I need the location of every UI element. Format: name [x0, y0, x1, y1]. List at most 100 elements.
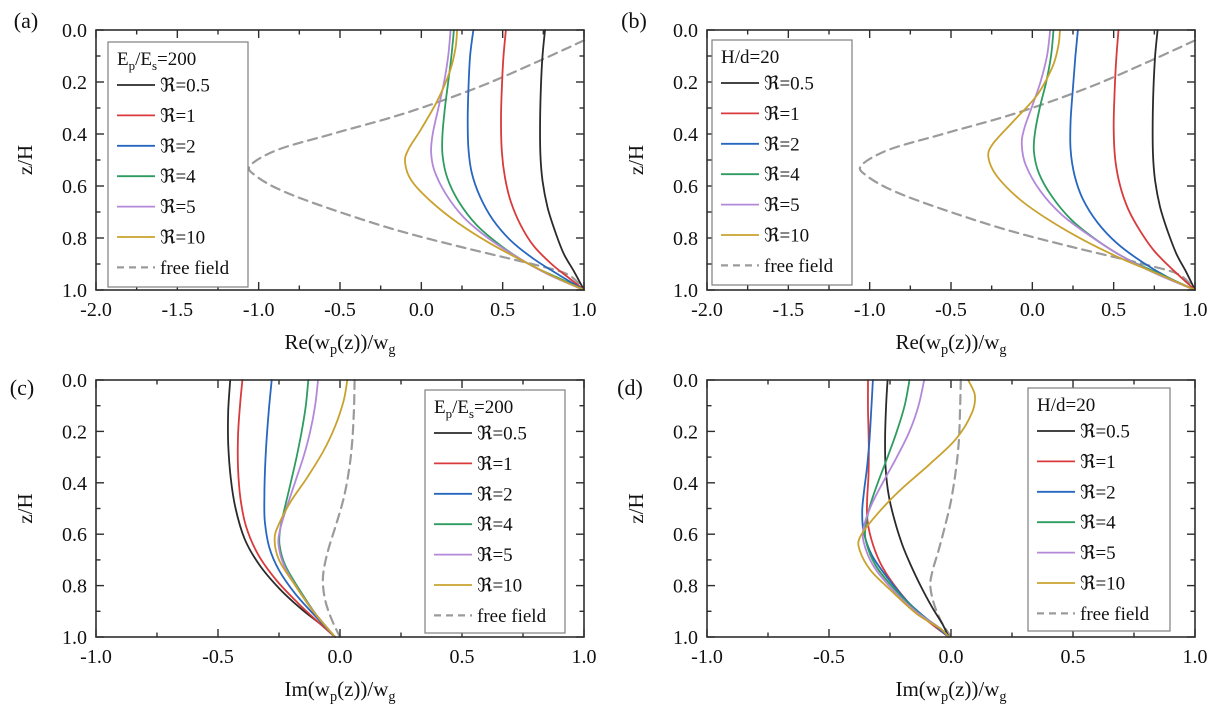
series--2 [466, 29, 585, 291]
series--10 [987, 29, 1196, 291]
y-tick-label: 0.2 [673, 72, 698, 94]
legend-entry-label: free field [160, 258, 230, 279]
legend-entry-label: free field [1080, 604, 1150, 625]
legend-title: Ep/Es=200 [434, 397, 513, 421]
series--2 [861, 379, 950, 638]
x-tick-label: 0.5 [1061, 646, 1086, 668]
chart-d: (d) -1.0 -0.5 0.0 0.5 1.0 0.0 0.2 0.4 0.6 0.8 1.0 Im… [617, 370, 1207, 705]
y-tick-label: 0.8 [62, 576, 87, 598]
y-tick-label: 1.0 [673, 280, 698, 302]
legend-entry-label: ℜ=10 [160, 228, 205, 249]
y-tick-label: 0.8 [673, 576, 698, 598]
x-tick-label: 1.0 [572, 299, 597, 321]
y-tick-label: 0.6 [62, 524, 87, 546]
plot-area [227, 379, 356, 639]
legend-entry-label: ℜ=10 [764, 226, 809, 247]
chart-c: (c) -1.0 -0.5 0.0 0.5 1.0 0.0 0.2 0.4 0.6 0.8 1.0 Im… [10, 370, 597, 705]
legend-entry-label: free field [477, 606, 547, 627]
x-axis-label: Re(wp(z))/wg [284, 330, 395, 358]
y-tick-label: 0.6 [62, 176, 87, 198]
series--0.5 [227, 379, 336, 638]
legend-entry-label: ℜ=1 [764, 104, 800, 125]
x-tick-label: -2.0 [691, 299, 723, 321]
x-axis-label: Im(wp(z))/wg [895, 677, 1006, 705]
series-free-field [247, 39, 586, 292]
legend-box [107, 41, 249, 288]
panel-letter: (b) [621, 8, 647, 33]
legend-entry-label: ℜ=4 [764, 165, 800, 186]
series-free-field [858, 39, 1197, 292]
legend-entry-label: ℜ=2 [160, 136, 196, 157]
series--1 [866, 379, 950, 638]
series--10 [273, 379, 349, 638]
x-tick-label: 1.0 [572, 646, 597, 668]
legend-entry-label: ℜ=5 [1080, 543, 1116, 564]
x-tick-label: 0.5 [490, 299, 515, 321]
panel-a: (a) -2.0 -1.5 -1.0 -0.5 0.0 0.5 1.0 0.0 0.2 0.4 0.6… [0, 0, 606, 362]
y-tick-label: 0.8 [673, 228, 698, 250]
series-free-field [321, 379, 356, 639]
y-tick-label: 0.2 [62, 72, 87, 94]
x-axis-label: Im(wp(z))/wg [284, 677, 395, 705]
legend: Ep/Es=200 ℜ=0.5 ℜ=1 ℜ=2 ℜ=4 ℜ=5 ℜ=10 free field [424, 389, 566, 634]
series--1 [1112, 29, 1196, 291]
y-tick-label: 0.0 [673, 20, 698, 42]
plot-area [247, 29, 586, 292]
legend-title: H/d=20 [1037, 395, 1095, 416]
legend: H/d=20 ℜ=0.5 ℜ=1 ℜ=2 ℜ=4 ℜ=5 ℜ=10 free field [711, 39, 853, 286]
plot-area [858, 29, 1197, 292]
legend-entry-label: ℜ=2 [1080, 482, 1116, 503]
y-axis-label: z/H [13, 145, 37, 175]
chart-a: (a) -2.0 -1.5 -1.0 -0.5 0.0 0.5 1.0 0.0 0.2 0.4 0.6… [13, 8, 597, 358]
legend-title: Ep/Es=200 [117, 49, 196, 73]
legend-entry-label: ℜ=4 [160, 167, 196, 188]
y-tick-label: 0.2 [62, 421, 87, 443]
x-tick-label: -1.0 [243, 299, 275, 321]
legend-box [711, 39, 853, 286]
x-tick-label: -0.5 [935, 299, 967, 321]
x-tick-label: 0.0 [939, 646, 964, 668]
y-tick-label: 0.4 [62, 124, 87, 146]
y-tick-label: 0.0 [673, 370, 698, 392]
panel-b: (b) -2.0 -1.5 -1.0 -0.5 0.0 0.5 1.0 0.0 0.2 0.4 0.6… [606, 0, 1212, 362]
legend-entry-label: ℜ=0.5 [160, 76, 210, 97]
x-axis-label: Re(wp(z))/wg [895, 330, 1006, 358]
legend-entry-label: ℜ=1 [477, 454, 513, 475]
y-tick-label: 0.4 [673, 124, 698, 146]
legend-entry-label: ℜ=4 [477, 515, 513, 536]
legend-box [1027, 387, 1171, 632]
series--2 [263, 379, 336, 638]
x-tick-label: 1.0 [1183, 299, 1208, 321]
series--10 [857, 379, 977, 638]
x-tick-label: 0.0 [1020, 299, 1045, 321]
y-axis-label: z/H [13, 493, 37, 523]
series--2 [1069, 29, 1196, 291]
plot-area [857, 379, 977, 639]
legend-entry-label: ℜ=5 [477, 545, 513, 566]
legend-entry-label: ℜ=0.5 [764, 74, 814, 95]
x-tick-label: -1.0 [691, 646, 723, 668]
legend-box [424, 389, 566, 634]
series--5 [430, 29, 585, 291]
x-tick-label: -0.5 [813, 646, 845, 668]
legend-title: H/d=20 [721, 47, 779, 68]
series--0.5 [884, 379, 950, 638]
legend-entry-label: ℜ=5 [764, 195, 800, 216]
legend-entry-label: ℜ=10 [477, 576, 522, 597]
panel-d: (d) -1.0 -0.5 0.0 0.5 1.0 0.0 0.2 0.4 0.6 0.8 1.0 Im… [606, 362, 1212, 723]
y-tick-label: 0.2 [673, 421, 698, 443]
y-tick-label: 1.0 [62, 627, 87, 649]
y-tick-label: 1.0 [673, 627, 698, 649]
legend-entry-label: ℜ=0.5 [1080, 422, 1130, 443]
legend-entry-label: ℜ=1 [160, 106, 196, 127]
x-tick-label: -2.0 [80, 299, 112, 321]
y-axis-label: z/H [624, 493, 648, 523]
legend-entry-label: ℜ=2 [477, 484, 513, 505]
x-tick-label: 0.5 [450, 646, 475, 668]
x-tick-label: -1.0 [854, 299, 886, 321]
y-tick-label: 0.8 [62, 228, 87, 250]
panel-letter: (d) [617, 375, 643, 400]
x-tick-label: -0.5 [202, 646, 234, 668]
y-tick-label: 1.0 [62, 280, 87, 302]
x-tick-label: -1.5 [161, 299, 193, 321]
